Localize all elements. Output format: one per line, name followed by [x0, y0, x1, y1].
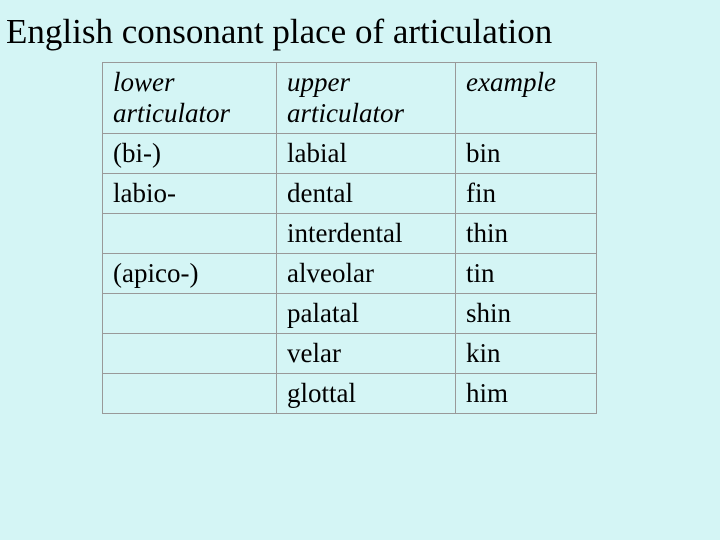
table-header-row: lower articulator upper articulator exam… — [103, 63, 597, 134]
col-header-example: example — [456, 63, 597, 134]
table-row: palatal shin — [103, 294, 597, 334]
table-row: (apico-) alveolar tin — [103, 254, 597, 294]
cell-lower — [103, 214, 277, 254]
cell-upper: velar — [277, 334, 456, 374]
table-row: (bi-) labial bin — [103, 134, 597, 174]
table-row: velar kin — [103, 334, 597, 374]
cell-example: tin — [456, 254, 597, 294]
articulation-table-wrap: lower articulator upper articulator exam… — [102, 62, 716, 414]
cell-lower: (bi-) — [103, 134, 277, 174]
cell-lower: labio- — [103, 174, 277, 214]
col-header-upper: upper articulator — [277, 63, 456, 134]
cell-upper: labial — [277, 134, 456, 174]
cell-example: kin — [456, 334, 597, 374]
cell-lower: (apico-) — [103, 254, 277, 294]
cell-lower — [103, 294, 277, 334]
table-row: interdental thin — [103, 214, 597, 254]
cell-example: thin — [456, 214, 597, 254]
cell-upper: glottal — [277, 374, 456, 414]
cell-upper: interdental — [277, 214, 456, 254]
cell-upper: palatal — [277, 294, 456, 334]
col-header-lower: lower articulator — [103, 63, 277, 134]
cell-upper: dental — [277, 174, 456, 214]
cell-example: shin — [456, 294, 597, 334]
cell-lower — [103, 334, 277, 374]
cell-example: him — [456, 374, 597, 414]
cell-example: fin — [456, 174, 597, 214]
articulation-table: lower articulator upper articulator exam… — [102, 62, 597, 414]
slide: English consonant place of articulation … — [0, 0, 720, 418]
cell-upper: alveolar — [277, 254, 456, 294]
page-title: English consonant place of articulation — [6, 12, 716, 52]
table-row: labio- dental fin — [103, 174, 597, 214]
cell-example: bin — [456, 134, 597, 174]
cell-lower — [103, 374, 277, 414]
table-row: glottal him — [103, 374, 597, 414]
